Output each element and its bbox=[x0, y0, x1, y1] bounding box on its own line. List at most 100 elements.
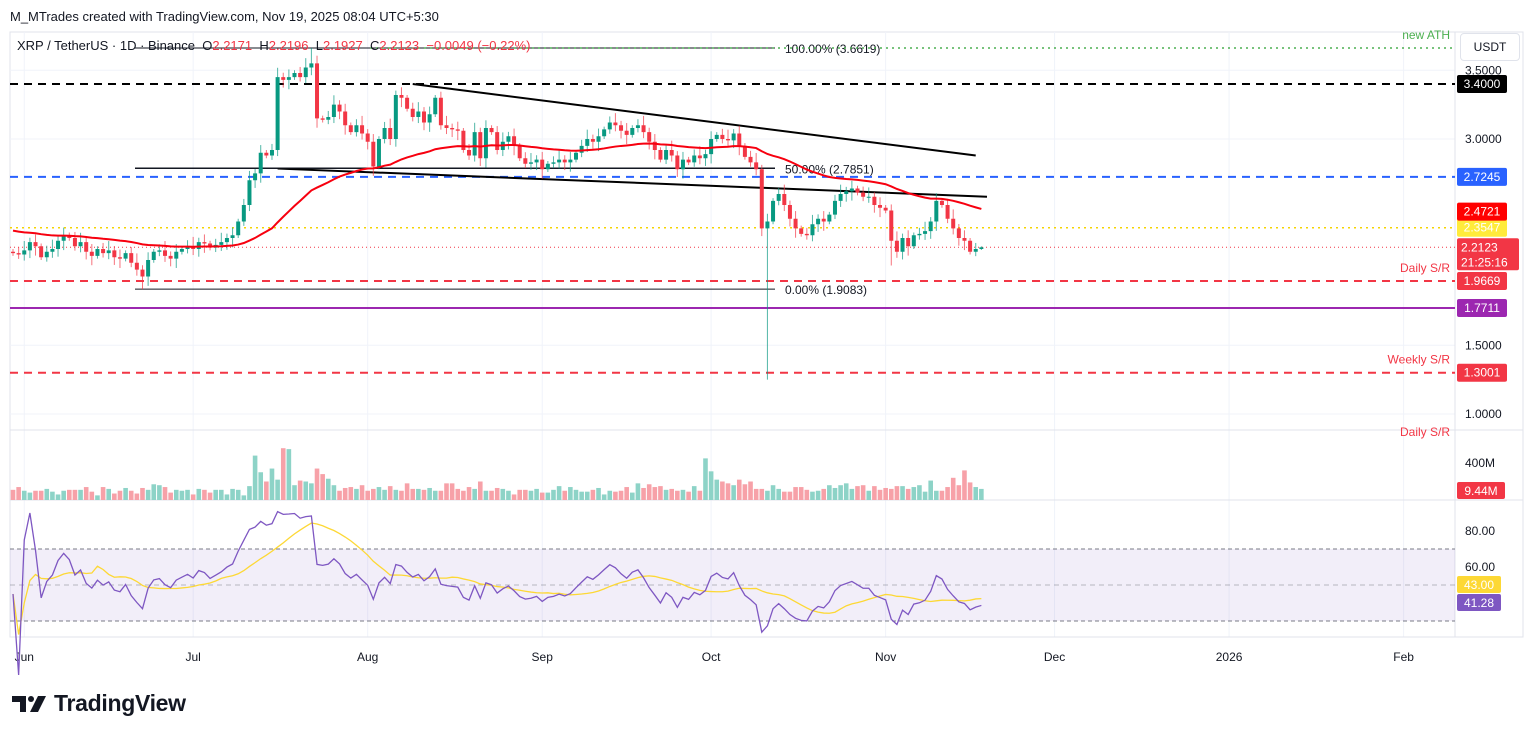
volume-bar bbox=[348, 487, 354, 500]
volume-bar bbox=[438, 490, 444, 500]
candle-body bbox=[405, 97, 410, 109]
volume-bar bbox=[72, 489, 78, 500]
volume-tag-text: 9.44M bbox=[1464, 484, 1497, 498]
candle-body bbox=[258, 152, 263, 174]
volume-bar bbox=[466, 487, 472, 500]
candle-body bbox=[292, 73, 297, 78]
volume-bar bbox=[630, 492, 635, 500]
symbol-legend[interactable]: XRP / TetherUS · 1D · Binance O2.2171 H2… bbox=[17, 38, 530, 53]
candle-body bbox=[849, 188, 854, 192]
volume-bar bbox=[810, 491, 815, 500]
volume-bar bbox=[89, 491, 95, 500]
volume-bar bbox=[607, 490, 613, 500]
candle-body bbox=[934, 200, 939, 222]
candle-body bbox=[945, 205, 950, 219]
candle-body bbox=[799, 228, 804, 234]
volume-bar bbox=[787, 491, 793, 500]
volume-bar bbox=[483, 490, 489, 500]
volume-bar bbox=[472, 488, 477, 500]
candle-body bbox=[951, 218, 956, 229]
candle-body bbox=[27, 242, 32, 251]
volume-bar bbox=[275, 479, 280, 500]
low-label: L bbox=[315, 38, 323, 53]
volume-bar bbox=[286, 449, 292, 500]
candle-body bbox=[906, 238, 911, 247]
volume-bar bbox=[821, 488, 827, 500]
candle-body bbox=[754, 162, 759, 170]
upper-trendline[interactable] bbox=[412, 83, 976, 157]
volume-bar bbox=[309, 483, 314, 500]
volume-bar bbox=[506, 490, 511, 500]
candle-body bbox=[61, 235, 66, 241]
volume-bar bbox=[342, 487, 348, 500]
volume-bar bbox=[894, 486, 900, 500]
candle-body bbox=[579, 145, 584, 153]
volume-bar bbox=[477, 481, 483, 500]
candle-body bbox=[512, 136, 517, 146]
volume-bar bbox=[860, 485, 866, 500]
candle-body bbox=[635, 125, 640, 128]
volume-bar bbox=[646, 484, 652, 500]
candle-body bbox=[388, 128, 393, 139]
candle-body bbox=[540, 159, 545, 170]
candle-body bbox=[354, 125, 359, 133]
candle-body bbox=[619, 125, 624, 131]
moving-average-line bbox=[12, 142, 982, 248]
volume-bar bbox=[100, 487, 106, 500]
time-tick-label: 2026 bbox=[1216, 650, 1243, 664]
candle-body bbox=[551, 162, 556, 164]
candle-body bbox=[39, 246, 44, 258]
volume-bar bbox=[973, 487, 979, 500]
volume-bar bbox=[528, 490, 534, 500]
candle-body bbox=[889, 210, 894, 241]
candle-body bbox=[523, 158, 528, 164]
volume-bar bbox=[280, 448, 286, 500]
candle-body bbox=[450, 128, 455, 130]
volume-bar bbox=[641, 487, 646, 500]
close-value: 2.2123 bbox=[379, 38, 420, 53]
volume-bar bbox=[720, 481, 725, 500]
candle-body bbox=[427, 114, 432, 123]
candle-body bbox=[438, 97, 443, 126]
candle-body bbox=[365, 133, 370, 142]
candle-body bbox=[810, 224, 815, 236]
volume-bar bbox=[798, 487, 804, 500]
tradingview-logo[interactable]: TradingView bbox=[12, 690, 186, 717]
volume-bar bbox=[21, 490, 27, 500]
volume-bar bbox=[331, 485, 337, 500]
volume-bar bbox=[83, 487, 89, 500]
volume-bar bbox=[410, 488, 416, 500]
time-tick-label: Jul bbox=[185, 650, 200, 664]
daily-sr-1-9669-price-tag bbox=[1457, 272, 1507, 291]
volume-bar bbox=[235, 489, 241, 500]
volume-bar bbox=[33, 490, 38, 500]
candle-body bbox=[421, 111, 426, 123]
volume-bar bbox=[112, 493, 117, 500]
volume-bar bbox=[691, 486, 697, 500]
volume-bar bbox=[753, 488, 759, 500]
currency-button[interactable]: USDT bbox=[1460, 33, 1520, 61]
volume-bar bbox=[877, 489, 883, 500]
candle-body bbox=[787, 205, 792, 219]
open-label: O bbox=[202, 38, 213, 53]
candle-body bbox=[483, 128, 488, 159]
candle-body bbox=[973, 249, 978, 252]
candle-body bbox=[866, 196, 871, 198]
candle-body bbox=[664, 150, 669, 160]
volume-bar bbox=[162, 487, 168, 500]
candle-body bbox=[838, 194, 843, 201]
volume-bar bbox=[489, 490, 494, 500]
candle-body bbox=[219, 242, 224, 245]
volume-bar bbox=[658, 486, 663, 500]
volume-bar bbox=[545, 492, 551, 500]
symbol-title: XRP / TetherUS · 1D · Binance bbox=[17, 38, 195, 53]
volume-bar bbox=[967, 482, 973, 500]
volume-bar bbox=[539, 492, 545, 500]
volume-tag bbox=[1457, 482, 1505, 499]
candle-body bbox=[320, 118, 325, 120]
volume-bar bbox=[579, 491, 584, 500]
volume-bar bbox=[382, 489, 387, 500]
volume-bar bbox=[601, 494, 607, 500]
candle-body bbox=[574, 152, 578, 160]
